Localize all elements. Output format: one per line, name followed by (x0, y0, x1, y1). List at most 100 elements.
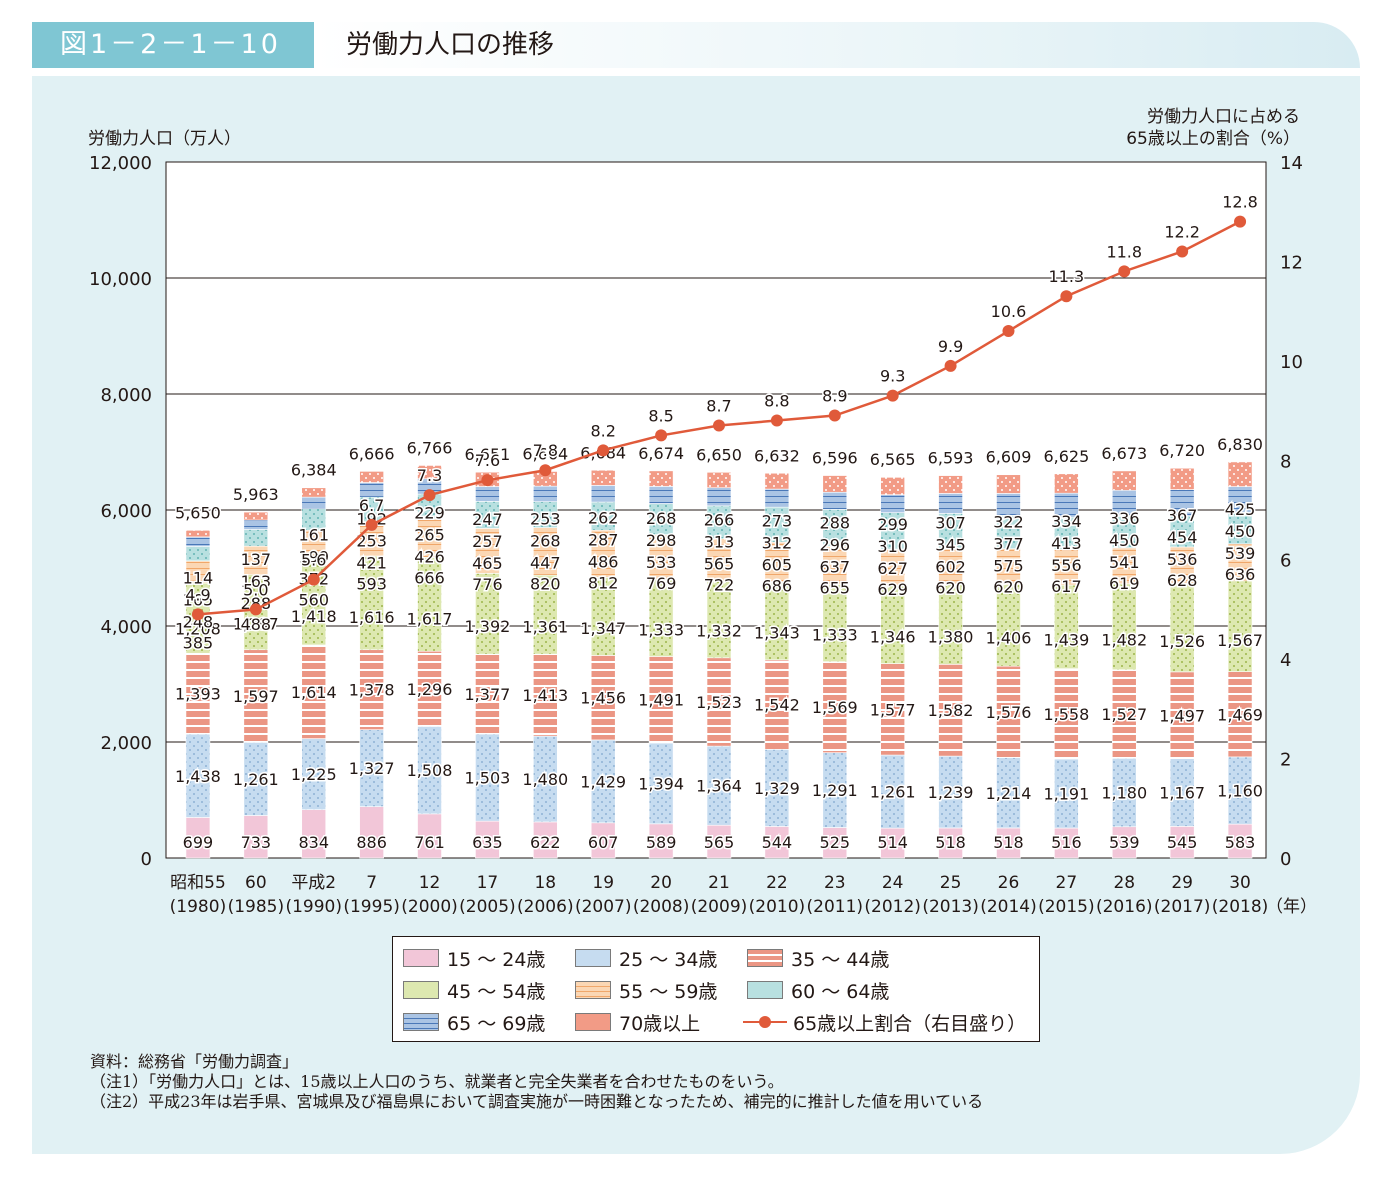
bar-segment-a70 (1227, 461, 1253, 487)
bar-segment-a4554 (996, 584, 1021, 667)
bar-segment-a1524 (417, 813, 442, 859)
ratio-point (481, 474, 494, 487)
x-tick-label: 28 (1113, 873, 1135, 893)
segment-value-label: 488 (241, 615, 272, 634)
segment-value-label: 266 (704, 510, 735, 529)
total-value-label: 6,596 (812, 448, 858, 467)
bar-segment-a1524 (764, 826, 790, 859)
legend-swatch-45-54 (403, 981, 439, 999)
segment-value-label: 450 (1225, 522, 1256, 541)
segment-value-label: 602 (935, 558, 966, 577)
bar-segment-a2534 (1169, 758, 1195, 827)
y-tick-label: 4,000 (100, 617, 152, 638)
segment-value-label: 1,291 (812, 781, 858, 800)
legend-item-65-69: 65 ～ 69歳 (403, 1007, 545, 1037)
source-note: 資料：総務省「労働力調査」 (90, 1052, 299, 1071)
y-tick-label: 2,000 (100, 733, 152, 754)
bar-segment-a2534 (243, 742, 269, 816)
y-tick-label: 8,000 (100, 385, 152, 406)
segment-value-label: 336 (1109, 509, 1140, 528)
legend: 15 ～ 24歳 25 ～ 34歳 35 ～ 44歳 45 ～ 54歳 55 ～… (392, 936, 1040, 1042)
x-tick-label: 30 (1229, 873, 1251, 893)
y2-tick-label: 12 (1280, 252, 1303, 273)
bar-segment-a70 (590, 469, 616, 486)
x-tick-label-ad: (2006) (517, 897, 574, 917)
legend-label-65-69: 65 ～ 69歳 (447, 1012, 546, 1035)
segment-value-label: 776 (472, 575, 503, 594)
x-tick-label: 29 (1171, 873, 1193, 893)
segment-value-label: 268 (530, 531, 561, 550)
y2-tick-label: 0 (1280, 849, 1291, 870)
segment-value-label: 312 (762, 533, 793, 552)
ratio-point (770, 414, 783, 427)
x-tick-label-ad: (2005) (459, 897, 516, 917)
segment-value-label: 565 (704, 554, 735, 573)
bar-segment-a6064 (590, 501, 616, 531)
segment-value-label: 761 (414, 833, 445, 852)
segment-value-label: 1,214 (986, 784, 1032, 803)
segment-value-label: 541 (1109, 553, 1140, 572)
segment-value-label: 655 (820, 578, 851, 597)
segment-value-label: 1,526 (1159, 632, 1205, 651)
segment-value-label: 426 (414, 548, 445, 567)
segment-value-label: 486 (588, 552, 619, 571)
total-value-label: 6,625 (1043, 447, 1089, 466)
bar-segment-a70 (938, 475, 963, 494)
segment-value-label: 1,508 (407, 761, 453, 780)
ratio-point (365, 518, 378, 531)
bar-segment-a3544 (1169, 671, 1195, 760)
x-tick-label: 25 (940, 873, 962, 893)
bar-segment-a70 (996, 474, 1021, 494)
ratio-point (828, 409, 841, 422)
bar-segment-a2534 (1054, 758, 1079, 829)
x-tick-label-ad: (1980) (170, 897, 227, 917)
bar-segment-a6569 (938, 493, 963, 514)
segment-value-label: 1,480 (522, 770, 568, 789)
segment-value-label: 1,429 (580, 772, 626, 791)
segment-value-label: 1,482 (1101, 631, 1147, 650)
x-tick-label-ad: (1995) (343, 897, 400, 917)
segment-value-label: 629 (877, 580, 908, 599)
bar-segment-a4554 (764, 581, 790, 661)
bar-segment-a6064 (1227, 512, 1253, 545)
segment-value-label: 637 (820, 557, 851, 576)
segment-value-label: 253 (530, 509, 561, 528)
segment-value-label: 273 (762, 511, 793, 530)
ratio-value-label: 9.3 (880, 367, 905, 386)
segment-value-label: 313 (704, 532, 735, 551)
left-tick-labels: 0 2,000 4,000 6,000 8,000 10,000 12,000 (89, 153, 152, 870)
bar-segment-a2534 (996, 757, 1021, 829)
bar-segment-a4554 (1054, 584, 1079, 669)
x-tick-label: 21 (708, 873, 730, 893)
segment-value-label: 1,527 (1101, 705, 1147, 724)
y-tick-label: 0 (141, 849, 152, 870)
ratio-point (539, 464, 552, 477)
bar-segment-a5559 (880, 548, 905, 586)
bar-segment-a6569 (185, 536, 211, 547)
segment-value-label: 1,297 (233, 614, 279, 633)
segment-value-label: 1,333 (812, 626, 858, 645)
total-value-label: 5,963 (233, 485, 279, 504)
legend-item-25-34: 25 ～ 34歳 (575, 943, 717, 973)
segment-value-label: 298 (646, 531, 677, 550)
segment-value-label: 627 (877, 559, 908, 578)
bar-segment-a6569 (590, 485, 616, 503)
bar-segment-a70 (417, 465, 442, 480)
segment-value-label: 137 (241, 550, 272, 569)
segment-value-label: 607 (588, 833, 619, 852)
right-tick-labels: 0 2 4 6 8 10 12 14 (1280, 153, 1303, 870)
bar-segment-a5559 (822, 546, 848, 585)
segment-value-label: 886 (356, 833, 387, 852)
segment-value-label: 1,497 (1159, 706, 1205, 725)
segment-value-label: 1,616 (349, 608, 395, 627)
bar-segment-a6064 (938, 513, 963, 549)
segment-value-label: 322 (993, 513, 1024, 532)
bar-segment-a3544 (1111, 669, 1137, 759)
bar-segment-a2534 (1111, 757, 1137, 828)
segment-value-label: 450 (1109, 531, 1140, 550)
bar-segment-a6569 (880, 494, 905, 513)
x-tick-label: 60 (245, 873, 267, 893)
segment-value-label: 834 (298, 833, 329, 852)
segment-value-label: 454 (1167, 528, 1198, 547)
segment-value-label: 161 (298, 526, 329, 545)
